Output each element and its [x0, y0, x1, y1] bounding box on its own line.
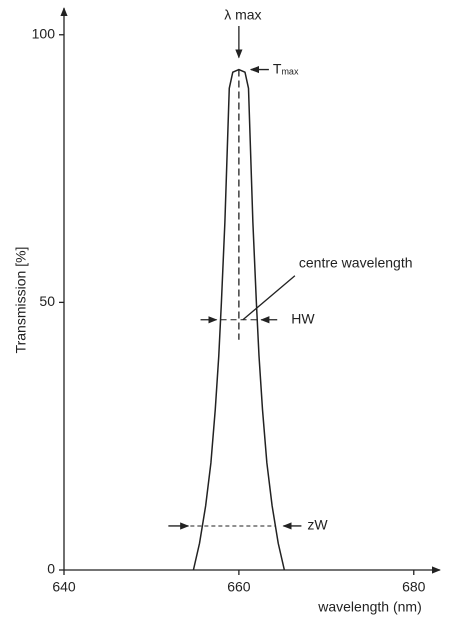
x-tick-label: 660	[227, 579, 251, 595]
centre-label: centre wavelength	[299, 254, 413, 270]
x-tick-label: 680	[402, 579, 426, 595]
x-axis-label: wavelength (nm)	[317, 599, 422, 615]
y-tick-label: 0	[47, 561, 55, 577]
y-tick-label: 100	[32, 25, 56, 41]
t-max-subscript: max	[281, 67, 299, 77]
x-tick-label: 640	[52, 579, 76, 595]
t-max-text: T	[273, 60, 282, 76]
t-max-label: Tmax	[273, 60, 299, 77]
hw-label: HW	[291, 310, 315, 326]
centre-leader	[242, 275, 296, 321]
zw-label: zW	[307, 517, 328, 533]
y-axis-label: Transmission [%]	[13, 247, 29, 354]
transmission-curve	[192, 68, 286, 571]
y-tick-label: 50	[39, 293, 55, 309]
lambda-max-label: λ max	[224, 7, 261, 23]
